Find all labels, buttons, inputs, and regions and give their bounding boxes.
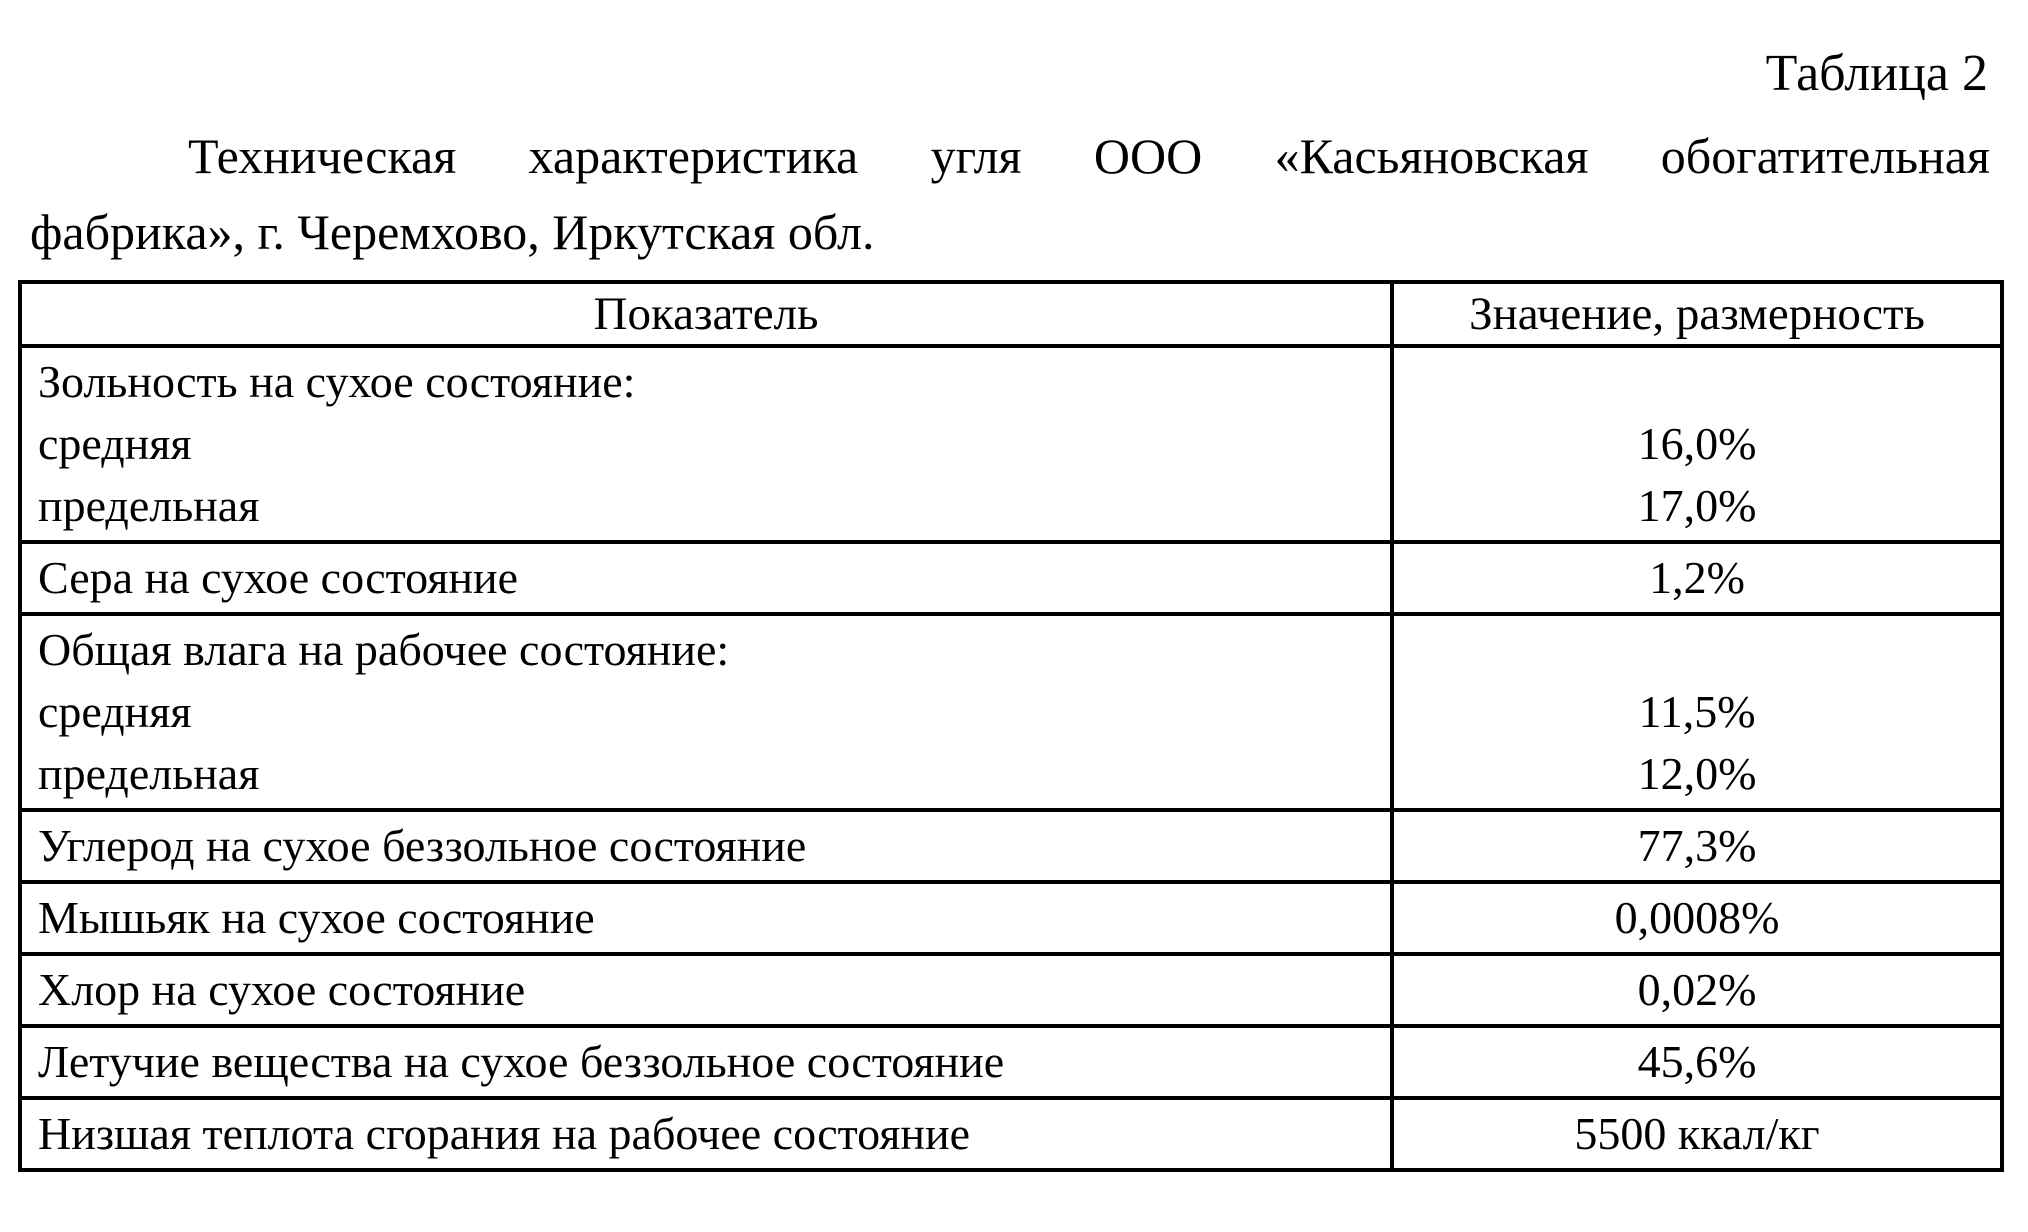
value-line: 5500 ккал/кг [1574, 1108, 1820, 1159]
column-header-value: Значение, размерность [1390, 280, 2004, 348]
value-line: 45,6% [1637, 1036, 1757, 1087]
value-line: 1,2% [1649, 552, 1745, 603]
value-line: 0,02% [1637, 964, 1757, 1015]
coal-characteristics-table: Показатель Значение, размерность Зольнос… [18, 280, 2004, 1172]
indicator-line: средняя [38, 418, 192, 469]
indicator-line: Сера на сухое состояние [38, 552, 519, 603]
value-line: 12,0% [1637, 748, 1757, 799]
document-title: Техническая характеристика угля ООО «Кас… [0, 118, 2028, 270]
indicator-line: Мышьяк на сухое состояние [38, 892, 595, 943]
table-row: Низшая теплота сгорания на рабочее состо… [18, 1096, 2004, 1172]
value-cell: 16,0% 17,0% [1390, 344, 2004, 544]
indicator-line: средняя [38, 686, 192, 737]
document-title-line-1: Техническая характеристика угля ООО «Кас… [188, 128, 1990, 184]
table-header-row: Показатель Значение, размерность [18, 280, 2004, 348]
value-cell: 45,6% [1390, 1024, 2004, 1100]
indicator-cell: Хлор на сухое состояние [18, 952, 1394, 1028]
value-cell: 0,0008% [1390, 880, 2004, 956]
indicator-line: Зольность на сухое состояние: [38, 356, 636, 407]
value-line: 17,0% [1637, 480, 1757, 531]
value-cell: 1,2% [1390, 540, 2004, 616]
indicator-cell: Сера на сухое состояние [18, 540, 1394, 616]
value-cell: 77,3% [1390, 808, 2004, 884]
indicator-cell: Углерод на сухое беззольное состояние [18, 808, 1394, 884]
table-row: Хлор на сухое состояние 0,02% [18, 952, 2004, 1028]
value-cell: 0,02% [1390, 952, 2004, 1028]
indicator-cell: Мышьяк на сухое состояние [18, 880, 1394, 956]
value-cell: 5500 ккал/кг [1390, 1096, 2004, 1172]
value-line: 77,3% [1637, 820, 1757, 871]
column-header-indicator: Показатель [18, 280, 1394, 348]
value-line [1394, 351, 2000, 413]
value-line [1394, 619, 2000, 681]
table-row: Летучие вещества на сухое беззольное сос… [18, 1024, 2004, 1100]
document-page: Таблица 2 Техническая характеристика угл… [0, 44, 2028, 1232]
table-row: Сера на сухое состояние 1,2% [18, 540, 2004, 616]
document-title-line-2: фабрика», г. Черемхово, Иркутская обл. [30, 204, 875, 260]
value-cell: 11,5% 12,0% [1390, 612, 2004, 812]
table-row: Углерод на сухое беззольное состояние 77,… [18, 808, 2004, 884]
indicator-line: предельная [38, 480, 260, 531]
table-row: Зольность на сухое состояние: средняя пред… [18, 344, 2004, 544]
indicator-line: Летучие вещества на сухое беззольное сос… [38, 1036, 1005, 1087]
value-line: 11,5% [1638, 686, 1756, 737]
table-number-label: Таблица 2 [1765, 45, 1988, 102]
table-row: Мышьяк на сухое состояние 0,0008% [18, 880, 2004, 956]
indicator-line: Общая влага на рабочее состояние: [38, 624, 730, 675]
indicator-line: Углерод на сухое беззольное состояние [38, 820, 807, 871]
indicator-line: Низшая теплота сгорания на рабочее состо… [38, 1108, 971, 1159]
value-line: 0,0008% [1614, 892, 1780, 943]
indicator-cell: Зольность на сухое состояние: средняя пред… [18, 344, 1394, 544]
indicator-line: Хлор на сухое состояние [38, 964, 526, 1015]
indicator-cell: Низшая теплота сгорания на рабочее состо… [18, 1096, 1394, 1172]
table-row: Общая влага на рабочее состояние: средняя… [18, 612, 2004, 812]
indicator-line: предельная [38, 748, 260, 799]
indicator-cell: Летучие вещества на сухое беззольное сос… [18, 1024, 1394, 1100]
value-line: 16,0% [1637, 418, 1757, 469]
indicator-cell: Общая влага на рабочее состояние: средняя… [18, 612, 1394, 812]
